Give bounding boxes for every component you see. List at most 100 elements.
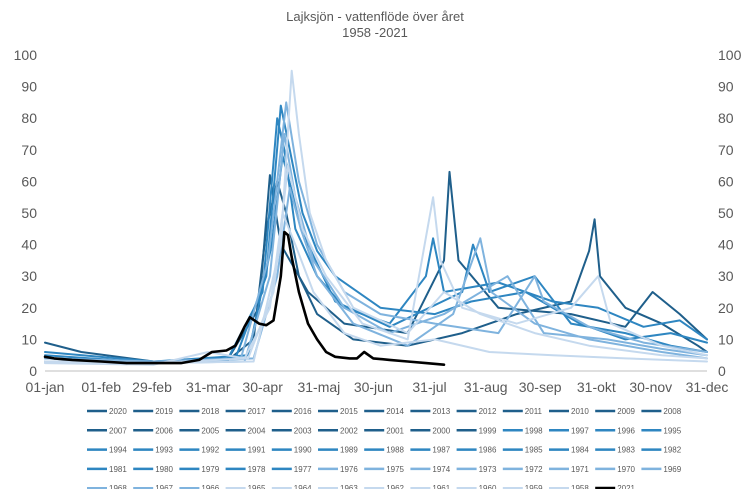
legend-item-1975: 1975 [364,465,405,474]
legend-label: 1994 [109,446,127,455]
legend-item-1965: 1965 [225,484,266,489]
x-tick-label: 30-jun [354,379,393,395]
y-tick-label-right: 50 [718,205,734,221]
x-tick-label: 30-sep [519,379,562,395]
y-tick-label-right: 80 [718,110,734,126]
y-tick-label-right: 0 [718,363,726,379]
legend-label: 1989 [340,446,358,455]
legend-item-2020: 2020 [87,407,127,416]
legend-label: 2010 [571,407,589,416]
legend-label: 1992 [201,446,219,455]
legend-item-1979: 1979 [179,465,220,474]
legend-label: 1975 [386,465,404,474]
legend-item-2006: 2006 [133,426,174,435]
legend-item-2008: 2008 [641,407,682,416]
x-tick-label: 31-aug [464,379,508,395]
legend-label: 2015 [340,407,358,416]
legend-label: 2008 [663,407,681,416]
legend-label: 1965 [248,484,266,489]
y-tick-label-left: 50 [21,205,37,221]
legend-label: 1967 [155,484,173,489]
y-tick-label-right: 100 [718,47,742,63]
legend-item-2007: 2007 [87,426,127,435]
legend-label: 2005 [201,426,219,435]
legend-label: 2021 [617,484,635,489]
x-tick-label: 31-okt [577,379,616,395]
x-tick-label: 31-jul [412,379,446,395]
legend-item-1988: 1988 [364,446,405,455]
legend-item-1990: 1990 [271,446,312,455]
legend-label: 1973 [479,465,497,474]
legend-label: 2011 [525,407,543,416]
legend-label: 1976 [340,465,358,474]
legend-label: 1969 [663,465,681,474]
y-tick-label-left: 10 [21,331,37,347]
legend-item-1968: 1968 [87,484,127,489]
legend-item-1964: 1964 [271,484,312,489]
legend-item-1972: 1972 [502,465,543,474]
legend-label: 2019 [155,407,173,416]
legend-item-2010: 2010 [549,407,589,416]
legend-label: 2007 [109,426,127,435]
legend-item-2016: 2016 [271,407,312,416]
y-tick-label-left: 70 [21,142,37,158]
legend-item-1959: 1959 [502,484,543,489]
legend-item-2019: 2019 [133,407,174,416]
series-line-1970 [44,186,708,365]
legend-label: 1963 [340,484,358,489]
legend-label: 2020 [109,407,127,416]
legend-label: 1999 [479,426,497,435]
legend-item-1974: 1974 [410,465,451,474]
legend-label: 1962 [386,484,404,489]
legend-label: 1966 [201,484,219,489]
series-line-1982 [44,133,708,365]
legend-item-1996: 1996 [595,426,636,435]
legend-item-1981: 1981 [87,465,127,474]
legend: 2020 2019 2018 2017 2016 2015 2014 2013 2012 2011… [87,407,682,489]
y-tick-label-right: 60 [718,173,734,189]
chart-title: Lajksjön - vattenflöde över året [286,9,464,24]
x-tick-label: 30-nov [629,379,672,395]
legend-item-1989: 1989 [318,446,358,455]
legend-label: 1998 [525,426,543,435]
legend-label: 1985 [525,446,543,455]
legend-label: 1995 [663,426,681,435]
legend-label: 2006 [155,426,173,435]
legend-label: 1960 [479,484,497,489]
legend-item-1997: 1997 [549,426,589,435]
y-tick-label-right: 20 [718,300,734,316]
x-tick-label: 31-dec [686,379,729,395]
series-line-1989 [44,155,708,363]
legend-item-1984: 1984 [549,446,589,455]
legend-label: 2002 [340,426,358,435]
legend-item-1985: 1985 [502,446,543,455]
legend-label: 1968 [109,484,127,489]
legend-label: 2017 [248,407,266,416]
legend-label: 2018 [201,407,219,416]
legend-item-1994: 1994 [87,446,127,455]
series-line-2021 [43,230,446,366]
legend-item-1966: 1966 [179,484,220,489]
legend-item-1980: 1980 [133,465,174,474]
y-tick-label-left: 30 [21,268,37,284]
legend-item-1973: 1973 [456,465,497,474]
legend-label: 1988 [386,446,404,455]
legend-label: 1980 [155,465,173,474]
series-line-1976 [44,101,708,363]
legend-label: 1964 [294,484,312,489]
series-line-2020 [44,180,708,365]
y-tick-label-right: 10 [718,331,734,347]
y-tick-label-right: 30 [718,268,734,284]
legend-label: 1974 [432,465,450,474]
x-tick-label: 30-apr [242,379,283,395]
legend-item-1976: 1976 [318,465,358,474]
series-line-1963 [44,69,708,365]
legend-item-2005: 2005 [179,426,220,435]
legend-label: 1987 [432,446,450,455]
legend-item-1962: 1962 [364,484,405,489]
legend-label: 1959 [525,484,543,489]
legend-label: 1982 [663,446,681,455]
legend-label: 1971 [571,465,589,474]
legend-label: 1977 [294,465,312,474]
